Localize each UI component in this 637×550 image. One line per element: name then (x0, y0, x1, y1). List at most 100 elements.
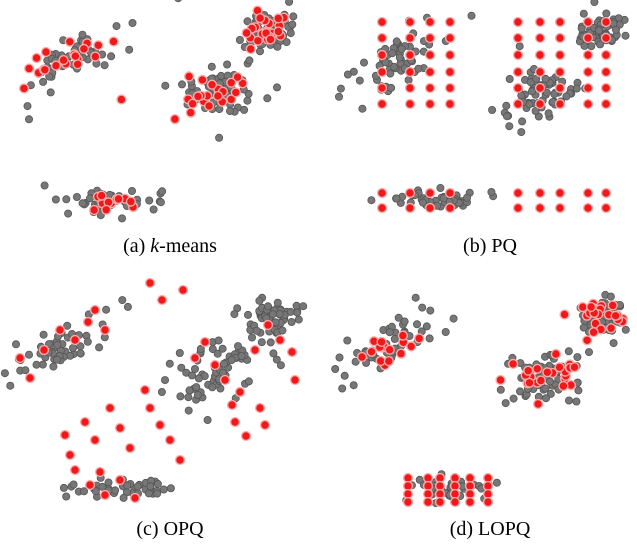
data-point (96, 344, 103, 351)
centroid-point (397, 349, 406, 358)
data-point (293, 302, 300, 309)
data-point (167, 485, 174, 492)
data-point (335, 93, 342, 100)
centroid-point (26, 374, 35, 383)
data-point (339, 385, 346, 392)
centroid-point (264, 321, 273, 330)
panel-lopq (332, 291, 630, 506)
data-point (287, 308, 294, 315)
centroid-point (228, 401, 237, 410)
centroid-point (543, 368, 552, 377)
data-point (388, 84, 395, 91)
data-point (468, 12, 475, 19)
data-point (546, 378, 553, 385)
centroid-point (65, 37, 74, 46)
data-point (245, 378, 252, 385)
data-point (503, 113, 510, 120)
data-point (126, 46, 133, 53)
centroid-point (291, 376, 300, 385)
data-point (264, 303, 271, 310)
data-point (177, 393, 184, 400)
centroid-point (96, 468, 105, 477)
centroid-point (378, 34, 387, 43)
centroid-point (533, 364, 542, 373)
centroid-point (25, 64, 34, 73)
data-point (622, 32, 629, 39)
data-point (573, 398, 580, 405)
centroid-point (214, 92, 223, 101)
caption-pq: (b) PQ (463, 235, 517, 257)
data-point (63, 196, 70, 203)
data-point (563, 93, 570, 100)
data-point (216, 134, 223, 141)
data-point (1, 370, 8, 377)
centroid-point (424, 498, 433, 507)
data-point (610, 340, 617, 347)
centroid-point (602, 84, 611, 93)
centroid-point (446, 51, 455, 60)
data-point (416, 476, 423, 483)
data-point (79, 200, 86, 207)
centroid-point (288, 348, 297, 357)
data-point (154, 480, 161, 487)
data-point (350, 382, 357, 389)
data-point (7, 382, 14, 389)
centroid-point (198, 76, 207, 85)
centroid-point (378, 68, 387, 77)
centroid-point (514, 204, 523, 213)
data-point (256, 297, 263, 304)
data-point (50, 363, 57, 370)
centroid-point (446, 18, 455, 27)
centroid-point (358, 353, 367, 362)
centroid-point (608, 301, 617, 310)
centroid-point (191, 354, 200, 363)
data-point (603, 10, 610, 17)
centroid-point (94, 41, 103, 50)
centroid-point (97, 191, 106, 200)
centroid-point (484, 498, 493, 507)
centroid-point (406, 189, 415, 198)
centroid-point (81, 418, 90, 427)
data-point (581, 42, 588, 49)
centroid-point (587, 303, 596, 312)
centroid-point (186, 108, 195, 117)
centroid-point (589, 328, 598, 337)
centroid-point (176, 456, 185, 465)
data-point (65, 210, 72, 217)
centroid-point (126, 444, 135, 453)
centroid-point (384, 357, 393, 366)
data-point (591, 0, 598, 6)
data-point (267, 339, 274, 346)
data-point (84, 338, 91, 345)
centroid-point (242, 432, 251, 441)
centroid-point (146, 404, 155, 413)
centroid-point (496, 376, 505, 385)
centroid-point (114, 195, 123, 204)
centroid-point (556, 18, 565, 27)
centroid-point (406, 68, 415, 77)
panel-kmeans (20, 0, 297, 222)
data-point (60, 484, 67, 491)
centroid-point (101, 326, 110, 335)
centroid-point (208, 80, 217, 89)
data-point (113, 23, 120, 30)
data-point (368, 197, 375, 204)
data-point (77, 350, 84, 357)
data-point (228, 357, 235, 364)
centroid-point (71, 336, 80, 345)
centroid-point (555, 363, 564, 372)
data-point (350, 68, 357, 75)
data-point (241, 106, 248, 113)
data-point (231, 311, 238, 318)
centroid-point (385, 345, 394, 354)
centroid-point (52, 61, 61, 70)
centroid-point (40, 346, 49, 355)
data-point (147, 483, 154, 490)
centroid-point (446, 189, 455, 198)
centroid-point (171, 115, 180, 124)
centroid-point (584, 68, 593, 77)
data-point (506, 123, 513, 130)
caption-opq: (c) OPQ (136, 518, 204, 540)
centroid-point (536, 51, 545, 60)
